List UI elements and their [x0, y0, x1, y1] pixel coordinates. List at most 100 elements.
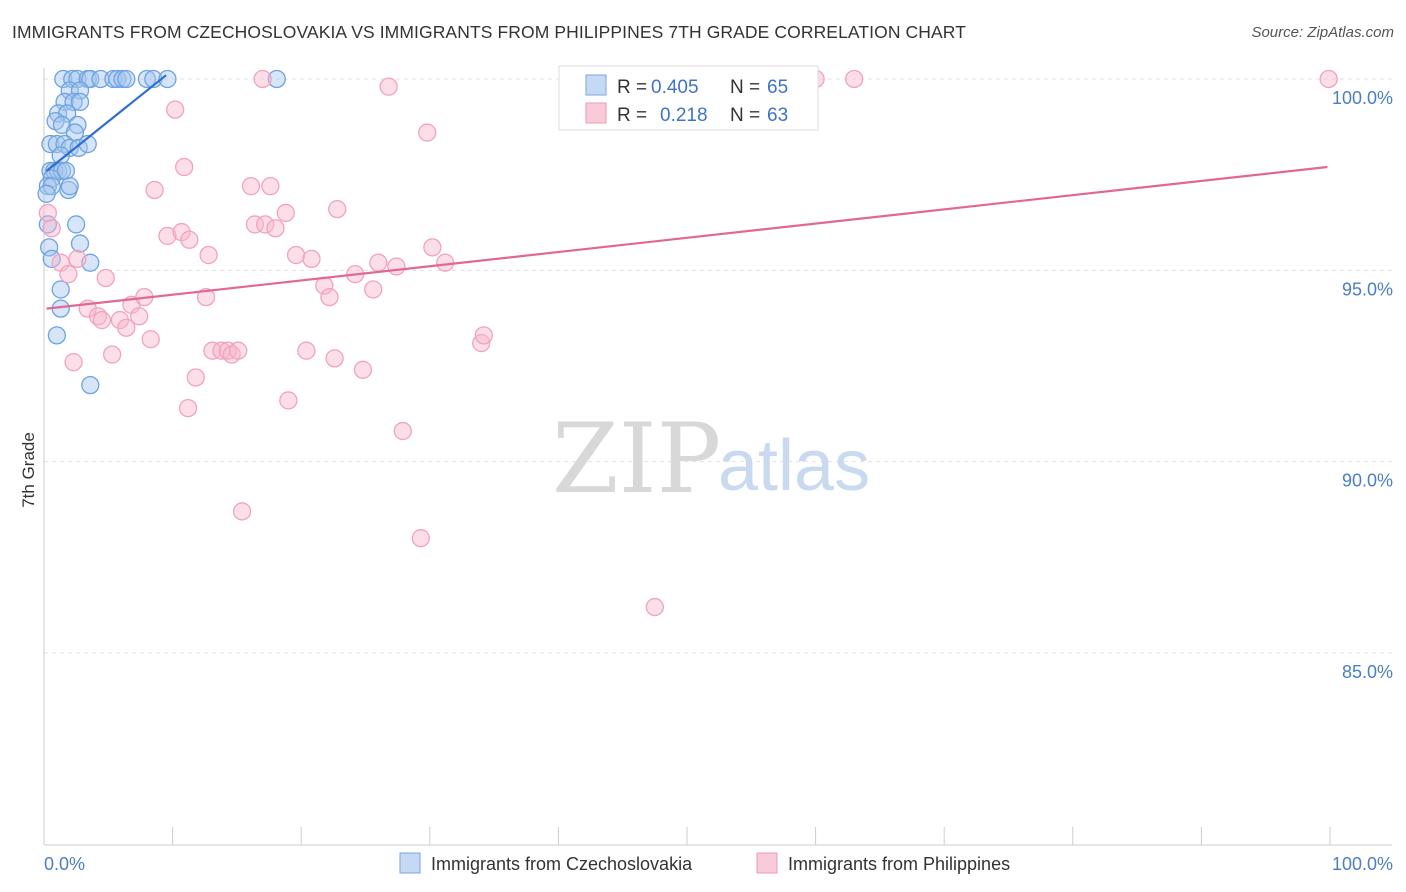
- x-tick-labels: 0.0% 100.0%: [44, 854, 1393, 874]
- philippines-point-37: [266, 219, 285, 238]
- czechoslovakia-point-13: [267, 69, 286, 89]
- philippines-point-50: [364, 280, 383, 299]
- czechoslovakia-point-52: [81, 375, 100, 395]
- watermark-atlas: atlas: [718, 426, 870, 506]
- philippines-point-16: [141, 330, 160, 349]
- legend-swatch-philippines: [585, 102, 607, 124]
- trend-lines: [45, 74, 1328, 310]
- legend-r-value-1: 0.405: [651, 77, 699, 98]
- philippines-point-20: [172, 222, 191, 242]
- philippines-point-17: [145, 180, 164, 200]
- czechoslovakia-point-38: [38, 176, 58, 196]
- philippines-point-34: [245, 215, 265, 234]
- legend-n-value-2: 63: [767, 105, 788, 126]
- source-attribution: Source: ZipAtlas.com: [1251, 24, 1394, 41]
- philippines-point-51: [369, 253, 388, 272]
- czechoslovakia-point-44: [67, 215, 86, 234]
- legend-swatch-czechoslovakia: [585, 74, 607, 96]
- philippines-point-52: [379, 77, 398, 96]
- watermark-zip: ZIP: [552, 403, 721, 515]
- y-tick-label-1: 95.0%: [1342, 279, 1393, 299]
- czechoslovakia-point-36: [56, 161, 76, 180]
- legend-box: R = 0.405 N = 65 R = 0.218 N = 63: [558, 65, 819, 131]
- philippines-point-49: [353, 360, 373, 379]
- philippines-point-57: [423, 238, 442, 257]
- czechoslovakia-point-49: [51, 280, 70, 299]
- philippines-point-38: [276, 203, 295, 223]
- philippines-point-4: [68, 249, 87, 269]
- philippines-point-35: [256, 215, 275, 234]
- czechoslovakia-point-51: [47, 326, 67, 345]
- philippines-point-24: [186, 368, 205, 387]
- philippines-point-61: [645, 597, 664, 617]
- czechoslovakia-point-10: [137, 69, 157, 89]
- legend-n-label-2: N =: [730, 105, 760, 126]
- czechoslovakia-point-41: [60, 176, 79, 196]
- series-czechoslovakia-points: [37, 69, 286, 395]
- legend-n-label-1: N =: [730, 77, 760, 98]
- axes: [43, 68, 1392, 846]
- philippines-point-40: [279, 391, 298, 410]
- czechoslovakia-point-9: [117, 69, 136, 89]
- czechoslovakia-point-46: [39, 238, 59, 257]
- philippines-point-7: [92, 310, 112, 330]
- y-tick-label-3: 85.0%: [1342, 662, 1393, 682]
- philippines-point-32: [232, 502, 252, 521]
- philippines-point-58: [436, 253, 455, 272]
- czechoslovakia-point-12: [158, 69, 177, 89]
- philippines-point-19: [166, 100, 185, 119]
- bottom-legend: Immigrants from Czechoslovakia Immigrant…: [399, 852, 1010, 874]
- philippines-point-46: [328, 199, 347, 219]
- czechoslovakia-point-42: [37, 184, 56, 203]
- bottom-legend-label-czechoslovakia: Immigrants from Czechoslovakia: [431, 854, 693, 874]
- philippines-point-26: [199, 245, 218, 265]
- y-tick-labels: 100.0% 95.0% 90.0% 85.0%: [1332, 88, 1393, 682]
- czechoslovakia-point-17: [64, 92, 83, 112]
- philippines-point-54: [393, 421, 412, 441]
- philippines-point-33: [241, 176, 261, 196]
- philippines-point-63: [845, 69, 864, 89]
- chart-title: IMMIGRANTS FROM CZECHOSLOVAKIA VS IMMIGR…: [12, 22, 967, 42]
- philippines-point-45: [320, 287, 339, 307]
- philippines-point-1: [42, 219, 61, 238]
- czechoslovakia-point-25: [41, 134, 60, 154]
- philippines-point-64: [1319, 69, 1338, 89]
- y-tick-label-0: 100.0%: [1332, 88, 1393, 108]
- legend-r-label-2: R =: [617, 105, 647, 126]
- philippines-point-60: [474, 326, 493, 345]
- philippines-point-8: [96, 268, 115, 288]
- philippines-point-55: [411, 529, 430, 548]
- bottom-legend-swatch-czechoslovakia: [399, 852, 421, 874]
- philippines-point-0: [38, 203, 58, 223]
- philippines-point-42: [297, 341, 316, 360]
- czechoslovakia-point-35: [52, 161, 72, 180]
- philippines-point-22: [180, 230, 199, 249]
- czechoslovakia-point-45: [70, 234, 90, 253]
- philippines-point-14: [130, 307, 149, 326]
- philippines-point-56: [418, 123, 437, 142]
- y-tick-label-2: 90.0%: [1342, 471, 1393, 491]
- x-tick-label-0: 0.0%: [44, 854, 85, 874]
- philippines-point-53: [387, 257, 406, 276]
- series-philippines-points: [38, 69, 1338, 617]
- bottom-legend-label-philippines: Immigrants from Philippines: [788, 854, 1010, 874]
- czechoslovakia-point-4: [81, 69, 100, 89]
- czechoslovakia-trend-line: [45, 74, 167, 172]
- legend-n-value-1: 65: [767, 77, 788, 98]
- philippines-point-21: [175, 157, 194, 177]
- legend-r-label-1: R =: [617, 77, 647, 98]
- philippines-point-25: [196, 287, 216, 307]
- philippines-point-10: [64, 353, 83, 372]
- watermark: ZIP atlas: [552, 403, 870, 515]
- philippines-point-41: [286, 245, 306, 265]
- czechoslovakia-point-8: [113, 69, 132, 89]
- legend-r-value-2: 0.218: [660, 105, 708, 126]
- czechoslovakia-point-47: [42, 249, 61, 269]
- philippines-point-36: [261, 176, 280, 196]
- philippines-point-3: [59, 265, 78, 284]
- grid-lines: [44, 78, 1392, 654]
- philippines-point-31: [229, 341, 248, 360]
- x-tick-label-1: 100.0%: [1332, 854, 1393, 874]
- czechoslovakia-point-14: [60, 81, 79, 100]
